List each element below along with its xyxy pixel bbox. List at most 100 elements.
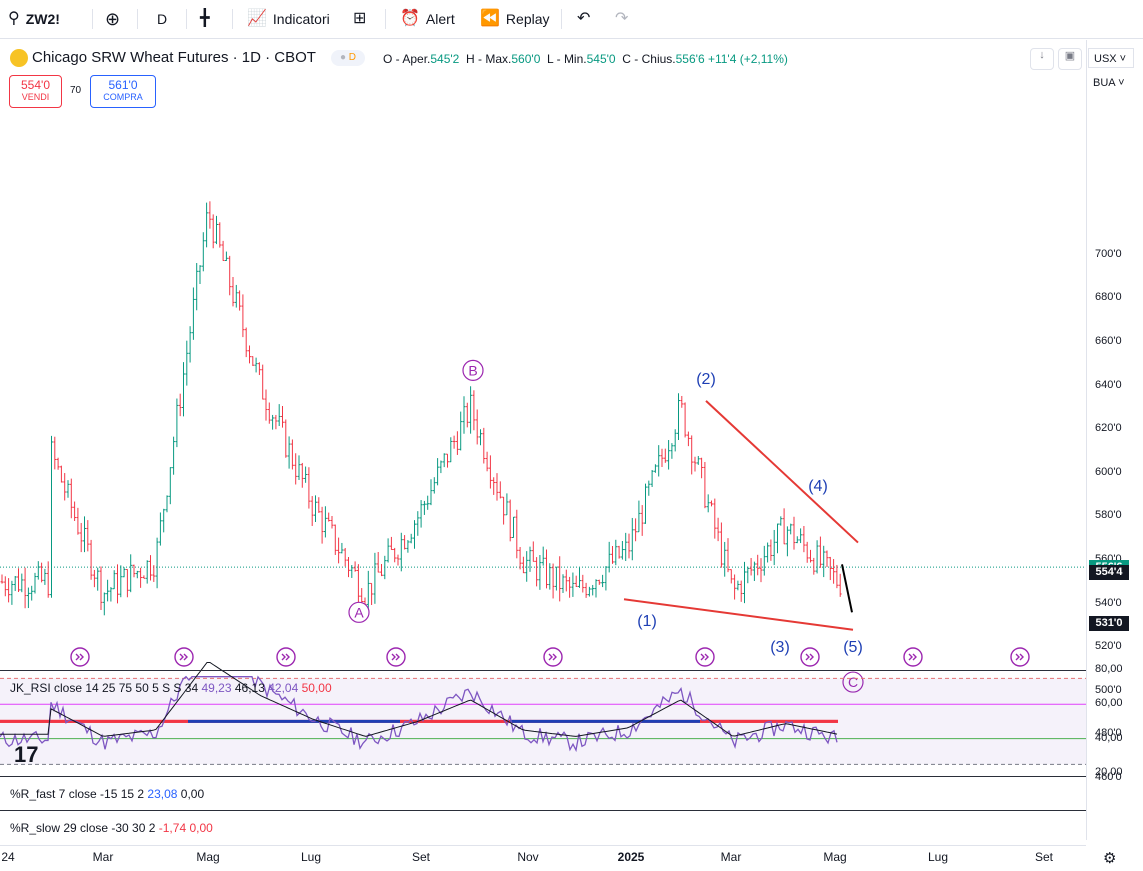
candle (323, 506, 327, 538)
event-marker[interactable] (695, 647, 715, 667)
redo-button[interactable]: ↷ (615, 0, 628, 38)
rsi-legend[interactable]: JK_RSI close 14 25 75 50 5 S S 34 49,23 … (10, 681, 332, 695)
candle (620, 541, 624, 560)
candle (33, 572, 37, 594)
event-marker[interactable] (543, 647, 563, 667)
candle (406, 540, 410, 553)
candle (416, 511, 420, 536)
interval-button[interactable]: D (157, 0, 167, 38)
time-tick-label: Mag (196, 850, 220, 864)
rsi-tick-label: 80,00 (1095, 662, 1123, 675)
candle (185, 340, 189, 386)
search-icon: ⚲ (8, 10, 20, 27)
candle (713, 498, 717, 539)
candle (660, 448, 664, 468)
price-tick-label: 680'0 (1095, 291, 1122, 304)
time-tick-label: Mag (823, 850, 847, 864)
candle (96, 567, 100, 591)
replay-button[interactable]: ⏪ Replay (480, 0, 550, 38)
candle (469, 386, 473, 434)
settings-button[interactable]: ⚙ (1103, 849, 1116, 867)
unit-select[interactable]: BUA ˅ (1093, 77, 1125, 89)
high-value: 560'0 (511, 52, 541, 66)
event-marker[interactable] (70, 647, 90, 667)
candle (168, 467, 172, 505)
candle (142, 575, 146, 579)
candle (238, 290, 242, 311)
rslow-legend[interactable]: %R_slow 29 close -30 30 2 -1,74 0,00 (10, 821, 213, 835)
fullscreen-button[interactable]: ▣ (1058, 48, 1082, 70)
candle (314, 495, 317, 523)
buy-button[interactable]: 561'0 COMPRA (90, 75, 156, 108)
candle (182, 362, 185, 417)
event-marker[interactable] (386, 647, 406, 667)
candle (251, 356, 255, 366)
rfast-legend[interactable]: %R_fast 7 close -15 15 2 23,08 0,00 (10, 787, 204, 801)
rfast-value-2: 0,00 (180, 787, 205, 801)
time-tick-label: Set (411, 850, 431, 864)
pane-separator-rsi (0, 670, 1086, 671)
candle (554, 566, 558, 591)
rsi-tick-label: 40,00 (1095, 731, 1123, 744)
candle (690, 435, 694, 475)
candle (769, 539, 773, 561)
candle (17, 568, 20, 592)
candle (459, 411, 463, 451)
candle (228, 255, 232, 296)
time-tick-label: Set (1034, 850, 1054, 864)
currency-select[interactable]: USX ˅ (1088, 48, 1134, 68)
candle (122, 567, 126, 578)
wave-label-text: (3) (770, 639, 790, 656)
candle (736, 580, 740, 591)
candle (617, 545, 621, 559)
alert-button[interactable]: ⏰ Alert (400, 0, 455, 38)
event-marker[interactable] (903, 647, 923, 667)
lower-trendline (623, 598, 854, 631)
candle (521, 556, 525, 574)
scroll-down-button[interactable]: ↓ (1030, 48, 1054, 70)
candle (531, 541, 535, 562)
event-marker[interactable] (800, 647, 820, 667)
compare-button[interactable]: ⊕ (105, 0, 120, 38)
candle (700, 457, 704, 479)
candle (472, 390, 476, 431)
candle (611, 546, 614, 564)
candle (254, 357, 258, 373)
wave-label-circle: B (462, 359, 484, 381)
event-marker[interactable] (276, 647, 296, 667)
price-tick-label: 520'0 (1095, 640, 1122, 653)
candle (439, 460, 443, 474)
symbol-search[interactable]: ⚲ ZW2! (8, 0, 60, 38)
candle (26, 587, 30, 609)
buy-price: 561'0 (108, 78, 138, 92)
undo-button[interactable]: ↶ (577, 0, 590, 38)
candle (13, 575, 17, 592)
candle (59, 465, 63, 483)
candle (442, 453, 446, 468)
candle (426, 495, 430, 510)
candle (307, 467, 311, 509)
candle (281, 406, 284, 428)
rsi-value-1: 49,23 (201, 681, 232, 695)
event-marker[interactable] (174, 647, 194, 667)
candle (116, 564, 119, 604)
sell-label: VENDI (21, 92, 50, 102)
candle (545, 549, 548, 589)
candle (449, 437, 453, 463)
indicators-button[interactable]: 📈 Indicatori (247, 0, 330, 38)
sell-button[interactable]: 554'0 VENDI (9, 75, 62, 108)
candle (657, 445, 661, 477)
candle (399, 532, 403, 572)
candle (320, 506, 324, 544)
upper-trendline (705, 400, 859, 544)
candle (634, 518, 638, 542)
candle (574, 575, 578, 587)
layouts-button[interactable]: ⊞ (353, 0, 366, 38)
chart-type-button[interactable]: ╋ (200, 0, 210, 38)
candle (99, 566, 103, 611)
event-marker[interactable] (1010, 647, 1030, 667)
candle (125, 568, 129, 598)
price-axis[interactable] (1086, 40, 1143, 840)
candle (762, 545, 766, 576)
